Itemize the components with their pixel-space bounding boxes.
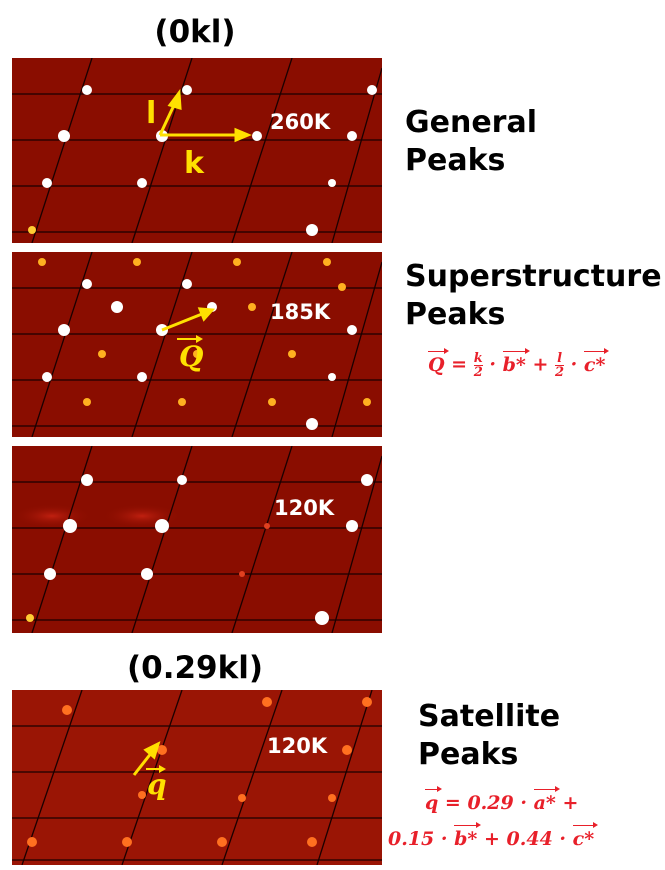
- superstructure-peaks: [38, 258, 371, 406]
- panel-grid: [12, 690, 382, 865]
- heading-0-29kl: (0.29kl): [126, 650, 264, 686]
- formula-q-line1: q = 0.29 · a* +: [425, 786, 579, 814]
- panel-grid: [12, 446, 382, 633]
- peaks: [28, 85, 377, 236]
- vector-label-q: q: [146, 765, 167, 801]
- panel-grid: [12, 58, 382, 243]
- heading-0kl: (0kl): [154, 14, 236, 50]
- panel-grid: [12, 252, 382, 437]
- superstructure-peaks-label: Superstructure Peaks: [405, 259, 662, 332]
- satellite-peaks-label: Satellite Peaks: [418, 699, 561, 772]
- peaks: [26, 474, 373, 625]
- general-peaks-label: General Peaks: [405, 105, 537, 178]
- temperature-label: 185K: [270, 300, 331, 324]
- diffraction-panel-260k: l k 260K: [12, 58, 382, 243]
- diffraction-panel-185k: Q 185K: [12, 252, 382, 437]
- temperature-label: 120K: [267, 734, 328, 758]
- axis-label-k: k: [184, 146, 204, 181]
- axis-label-l: l: [146, 96, 157, 131]
- satellite-peaks: [27, 697, 372, 847]
- temperature-label: 120K: [274, 496, 335, 520]
- diffraction-panel-satellite-120k: q 120K: [12, 690, 382, 865]
- formula-q-line2: 0.15 · b* + 0.44 · c*: [388, 822, 598, 850]
- vector-label-Q: Q: [177, 335, 203, 373]
- temperature-label: 260K: [270, 110, 331, 134]
- diffraction-panel-120k: 120K: [12, 446, 382, 633]
